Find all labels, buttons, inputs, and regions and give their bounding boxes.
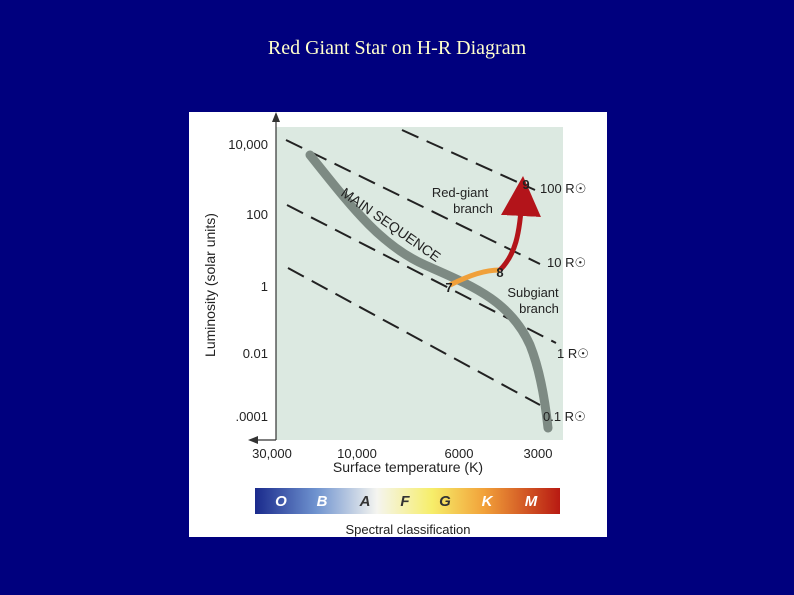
- subgiant-label: Subgiant: [507, 285, 559, 300]
- main-sequence-band: [305, 150, 553, 433]
- x-axis-arrow: [248, 436, 258, 444]
- subgiant-track: [448, 267, 501, 288]
- red-giant-track: [498, 176, 541, 272]
- radius-label: 0.1 R☉: [543, 409, 586, 424]
- red-giant-label: Red-giant: [432, 185, 489, 200]
- spectral-class: A: [359, 493, 371, 510]
- spectral-class: F: [400, 493, 410, 510]
- radius-label: 1 R☉: [557, 346, 589, 361]
- x-axis-label: Surface temperature (K): [333, 459, 483, 475]
- radius-line: [287, 267, 541, 406]
- radius-label: 10 R☉: [547, 255, 586, 270]
- y-tick-label: .0001: [235, 409, 268, 424]
- x-tick-label: 30,000: [252, 446, 292, 461]
- x-tick-label: 6000: [445, 446, 474, 461]
- spectral-label: Spectral classification: [346, 522, 471, 537]
- radius-line: [285, 139, 541, 265]
- x-tick-label: 3000: [524, 446, 553, 461]
- y-tick-label: 100: [246, 207, 268, 222]
- spectral-class: M: [525, 493, 538, 510]
- x-tick-label: 10,000: [337, 446, 377, 461]
- y-tick-label: 10,000: [228, 137, 268, 152]
- plot-area: [276, 127, 563, 440]
- y-axis-arrow: [272, 112, 280, 122]
- red-giant-label: branch: [453, 201, 493, 216]
- spectral-class: B: [317, 493, 328, 510]
- subgiant-label: branch: [519, 301, 559, 316]
- y-tick-label: 0.01: [243, 346, 268, 361]
- spectral-class: K: [482, 493, 494, 510]
- radius-label: 100 R☉: [540, 181, 586, 196]
- point-label: 8: [496, 265, 503, 280]
- y-axis-label: Luminosity (solar units): [202, 213, 218, 357]
- spectral-class: G: [439, 493, 451, 510]
- slide-title: Red Giant Star on H-R Diagram: [268, 37, 527, 59]
- point-label: 9: [522, 177, 529, 192]
- spectral-class: O: [275, 493, 287, 510]
- point-label: 7: [445, 280, 452, 295]
- y-tick-label: 1: [261, 279, 268, 294]
- spectral-bar: [255, 488, 560, 514]
